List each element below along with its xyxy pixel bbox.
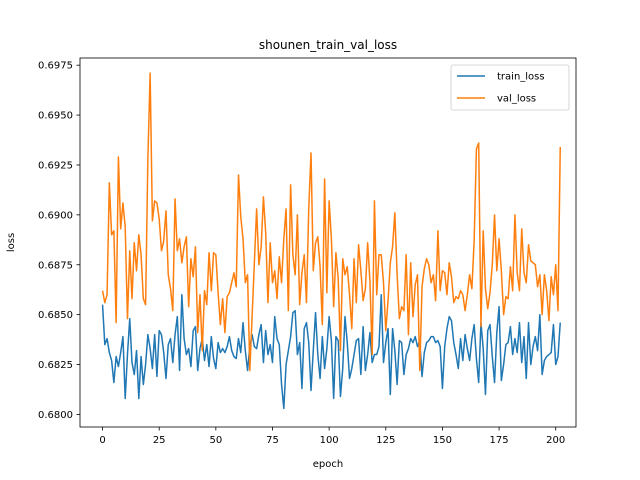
x-tick-label: 100 — [320, 435, 339, 446]
axes-frame — [79, 57, 577, 428]
x-tick-label: 200 — [546, 435, 565, 446]
y-axis-label: loss — [6, 233, 17, 252]
x-tick-label: 150 — [433, 435, 452, 446]
legend-label-val-loss: val_loss — [497, 94, 536, 105]
y-tick-label: 0.6900 — [38, 210, 73, 221]
x-tick-label: 25 — [153, 435, 166, 446]
train-loss-line — [101, 293, 561, 410]
y-tick-label: 0.6925 — [38, 160, 73, 171]
y-tick-label: 0.6950 — [38, 111, 73, 122]
plot-area — [79, 57, 577, 428]
y-axis: 0.6800 0.6825 0.6850 0.6875 0.6900 0.6925 0.69… — [38, 61, 80, 421]
x-axis: 0 25 50 75 100 125 150 175 200 — [99, 427, 565, 446]
x-tick-label: 0 — [99, 435, 105, 446]
x-tick-label: 125 — [376, 435, 395, 446]
x-tick-label: 175 — [490, 435, 509, 446]
val-loss-line — [101, 72, 561, 372]
chart-title: shounen_train_val_loss — [259, 38, 397, 52]
x-axis-label: epoch — [313, 459, 343, 470]
x-tick-label: 50 — [209, 435, 222, 446]
y-tick-label: 0.6800 — [38, 410, 73, 421]
y-tick-label: 0.6875 — [38, 260, 73, 271]
legend-label-train-loss: train_loss — [497, 72, 545, 83]
legend: train_loss val_loss — [450, 64, 570, 111]
y-tick-label: 0.6850 — [38, 310, 73, 321]
y-tick-label: 0.6975 — [38, 61, 73, 72]
y-tick-label: 0.6825 — [38, 360, 73, 371]
series-layer — [101, 72, 561, 410]
x-tick-label: 75 — [266, 435, 279, 446]
